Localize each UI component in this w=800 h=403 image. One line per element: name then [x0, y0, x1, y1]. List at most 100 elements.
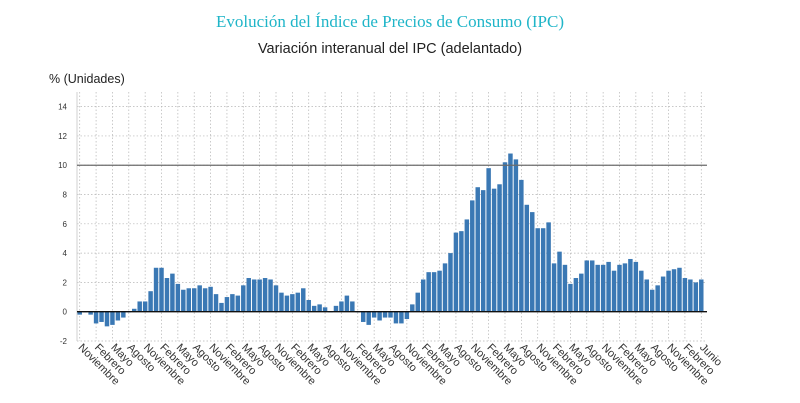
bar [181, 289, 186, 312]
bar [470, 200, 475, 312]
y-tick-label: 8 [63, 191, 68, 200]
bar [301, 288, 306, 312]
bar [453, 232, 459, 312]
bar [524, 204, 530, 312]
bar [415, 292, 420, 312]
bar [420, 279, 426, 312]
bar [459, 231, 464, 312]
y-tick-label: 6 [63, 220, 68, 229]
bar [121, 311, 126, 318]
bar [219, 302, 224, 312]
bar [388, 311, 393, 318]
bar [371, 311, 377, 318]
bar [148, 291, 153, 312]
bar [142, 301, 148, 312]
bar [170, 273, 175, 312]
bar [508, 153, 513, 312]
bar [93, 311, 99, 324]
bar [519, 179, 524, 312]
y-tick-label: 14 [58, 103, 67, 112]
bar [311, 305, 317, 312]
bar [175, 283, 181, 312]
bar [339, 301, 344, 312]
bar [671, 269, 677, 312]
bar [295, 292, 301, 312]
bar [273, 285, 279, 312]
chart-title: Variación interanual del IPC (adelantado… [257, 41, 523, 57]
y-tick-label: 10 [58, 161, 67, 170]
bar [649, 289, 655, 312]
bar [431, 272, 437, 312]
bar [290, 294, 295, 312]
bar [535, 228, 540, 312]
bar [589, 260, 595, 312]
y-tick-label: -2 [60, 337, 68, 346]
bar [404, 311, 410, 320]
bar [497, 184, 502, 312]
bar [344, 295, 350, 312]
bar [279, 292, 284, 312]
bar [153, 267, 159, 312]
bar [399, 311, 404, 324]
bar [186, 288, 192, 312]
bar [595, 264, 600, 312]
bar [241, 285, 246, 312]
bar [688, 279, 693, 312]
bar [159, 267, 164, 312]
bar [322, 307, 328, 312]
bar [115, 311, 121, 321]
bar [262, 278, 268, 312]
y-tick-label: 0 [63, 308, 68, 317]
bar [361, 311, 366, 322]
bar [382, 311, 388, 318]
bar [617, 264, 622, 312]
bar [410, 304, 415, 312]
bar [235, 295, 241, 312]
bar [88, 311, 93, 315]
bar [551, 263, 557, 312]
bar [660, 276, 666, 312]
bar [208, 286, 213, 312]
bar [633, 261, 639, 312]
bar [600, 264, 606, 312]
axes: -202468101214NoviembreFebreroMayoAgostoN… [58, 92, 724, 388]
bar [677, 267, 682, 312]
bar [693, 282, 699, 312]
bar [268, 279, 273, 312]
bar [584, 260, 590, 312]
bar [230, 294, 235, 312]
bar [480, 190, 486, 312]
bar [491, 188, 497, 312]
y-axis-label: % (Unidades) [49, 72, 125, 86]
bar [132, 308, 137, 312]
bar [99, 311, 104, 322]
bar [246, 278, 251, 312]
bar [579, 273, 584, 312]
bar [540, 228, 546, 312]
bar [639, 270, 644, 312]
bar [110, 311, 115, 325]
bar [164, 278, 170, 312]
bar [464, 219, 470, 312]
bar [442, 263, 448, 312]
bar [562, 264, 568, 312]
y-tick-label: 12 [58, 132, 67, 141]
bar [546, 222, 551, 312]
y-tick-label: 4 [63, 249, 68, 258]
bar [350, 301, 355, 312]
bar [655, 285, 660, 312]
bar [682, 278, 688, 312]
y-tick-label: 2 [63, 278, 68, 287]
bar [306, 299, 311, 312]
bar [77, 311, 82, 315]
page-title: Evolución del Índice de Precios de Consu… [216, 12, 564, 31]
bar [699, 279, 704, 312]
bar [475, 187, 480, 312]
bar [333, 305, 339, 312]
bar [104, 311, 110, 327]
bar [202, 288, 208, 312]
bar [377, 311, 382, 321]
bar [284, 295, 290, 312]
bar [530, 212, 535, 312]
bar [568, 283, 573, 312]
